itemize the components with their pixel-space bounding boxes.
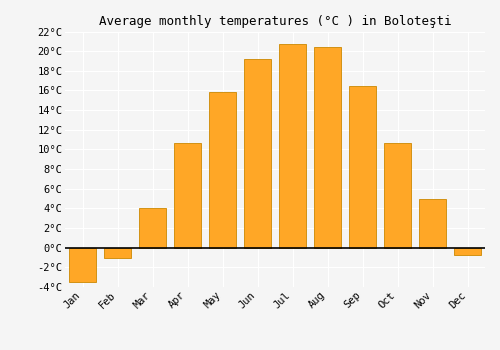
Bar <box>384 142 410 248</box>
Bar <box>140 208 166 248</box>
Bar <box>70 248 96 282</box>
Bar <box>210 92 236 248</box>
Bar <box>104 248 130 258</box>
Bar <box>454 248 480 254</box>
Bar <box>244 59 270 248</box>
Bar <box>314 47 340 248</box>
Bar <box>350 85 376 248</box>
Bar <box>174 142 201 248</box>
Bar <box>280 44 305 248</box>
Title: Average monthly temperatures (°C ) in Boloteşti: Average monthly temperatures (°C ) in Bo… <box>99 15 451 28</box>
Bar <box>420 198 446 248</box>
